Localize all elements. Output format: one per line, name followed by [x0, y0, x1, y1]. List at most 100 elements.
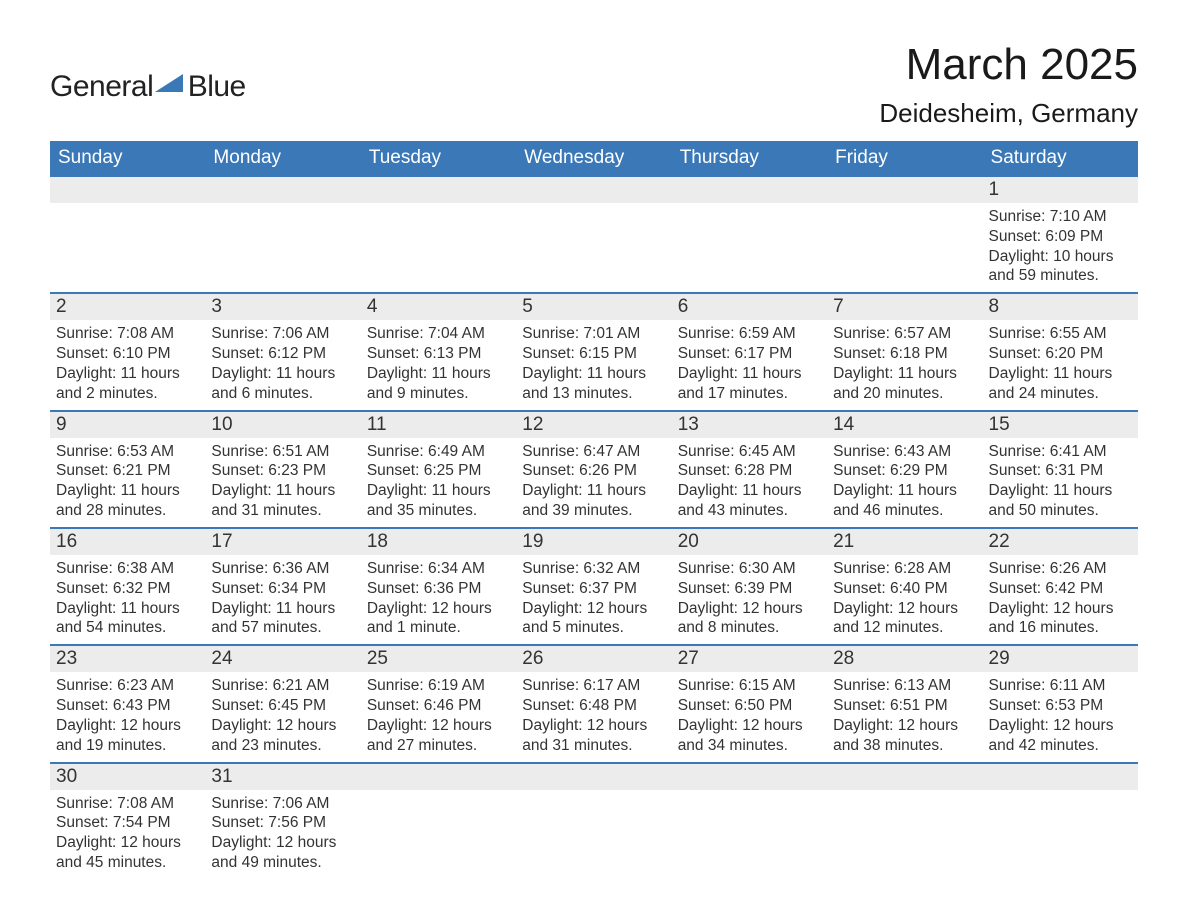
day-number-cell: [50, 176, 205, 203]
sunset-line: Sunset: 6:15 PM: [522, 344, 665, 364]
daylight-line-2: and 2 minutes.: [56, 384, 199, 404]
sunrise-line: Sunrise: 6:30 AM: [678, 559, 821, 579]
day-number-cell: 17: [205, 528, 360, 555]
day-content-cell: Sunrise: 6:30 AMSunset: 6:39 PMDaylight:…: [672, 555, 827, 645]
daylight-line-1: Daylight: 11 hours: [833, 364, 976, 384]
daylight-line-2: and 31 minutes.: [211, 501, 354, 521]
daylight-line-2: and 12 minutes.: [833, 618, 976, 638]
daylight-line-1: Daylight: 11 hours: [833, 481, 976, 501]
day-content-cell: Sunrise: 6:49 AMSunset: 6:25 PMDaylight:…: [361, 438, 516, 528]
sunrise-line: Sunrise: 6:55 AM: [989, 324, 1132, 344]
day-number-cell: [361, 176, 516, 203]
sunrise-line: Sunrise: 6:45 AM: [678, 442, 821, 462]
daylight-line-1: Daylight: 12 hours: [56, 716, 199, 736]
day-content-cell: Sunrise: 6:55 AMSunset: 6:20 PMDaylight:…: [983, 320, 1138, 410]
daylight-line-2: and 16 minutes.: [989, 618, 1132, 638]
daylight-line-2: and 39 minutes.: [522, 501, 665, 521]
sunset-line: Sunset: 6:29 PM: [833, 461, 976, 481]
daylight-line-2: and 13 minutes.: [522, 384, 665, 404]
day-number-cell: 24: [205, 645, 360, 672]
sunrise-line: Sunrise: 6:13 AM: [833, 676, 976, 696]
daylight-line-1: Daylight: 11 hours: [211, 364, 354, 384]
day-content-cell: [361, 203, 516, 293]
brand-line2: Blue: [188, 70, 246, 103]
day-number-cell: 1: [983, 176, 1138, 203]
daylight-line-2: and 5 minutes.: [522, 618, 665, 638]
sunrise-line: Sunrise: 6:47 AM: [522, 442, 665, 462]
daylight-line-1: Daylight: 12 hours: [367, 716, 510, 736]
daylight-line-1: Daylight: 12 hours: [833, 599, 976, 619]
day-content-cell: [205, 203, 360, 293]
day-content-cell: Sunrise: 6:36 AMSunset: 6:34 PMDaylight:…: [205, 555, 360, 645]
daylight-line-1: Daylight: 11 hours: [56, 599, 199, 619]
sunrise-line: Sunrise: 6:28 AM: [833, 559, 976, 579]
sunset-line: Sunset: 6:34 PM: [211, 579, 354, 599]
sunrise-line: Sunrise: 6:21 AM: [211, 676, 354, 696]
day-number-cell: 25: [361, 645, 516, 672]
week-daynum-row: 2345678: [50, 293, 1138, 320]
week-content-row: Sunrise: 6:38 AMSunset: 6:32 PMDaylight:…: [50, 555, 1138, 645]
sunrise-line: Sunrise: 6:57 AM: [833, 324, 976, 344]
brand-triangle-icon: [155, 74, 183, 94]
week-content-row: Sunrise: 7:08 AMSunset: 7:54 PMDaylight:…: [50, 790, 1138, 879]
day-number-cell: [361, 763, 516, 790]
daylight-line-2: and 57 minutes.: [211, 618, 354, 638]
sunrise-line: Sunrise: 6:23 AM: [56, 676, 199, 696]
sunset-line: Sunset: 6:39 PM: [678, 579, 821, 599]
sunset-line: Sunset: 6:40 PM: [833, 579, 976, 599]
daylight-line-2: and 20 minutes.: [833, 384, 976, 404]
day-header: Wednesday: [516, 141, 671, 176]
sunset-line: Sunset: 6:25 PM: [367, 461, 510, 481]
daylight-line-2: and 8 minutes.: [678, 618, 821, 638]
day-number-cell: 30: [50, 763, 205, 790]
day-content-cell: Sunrise: 6:45 AMSunset: 6:28 PMDaylight:…: [672, 438, 827, 528]
day-content-cell: Sunrise: 6:59 AMSunset: 6:17 PMDaylight:…: [672, 320, 827, 410]
daylight-line-1: Daylight: 10 hours: [989, 247, 1132, 267]
sunset-line: Sunset: 6:51 PM: [833, 696, 976, 716]
week-daynum-row: 16171819202122: [50, 528, 1138, 555]
daylight-line-1: Daylight: 12 hours: [833, 716, 976, 736]
day-number-cell: [205, 176, 360, 203]
daylight-line-1: Daylight: 12 hours: [211, 833, 354, 853]
day-number-cell: 28: [827, 645, 982, 672]
sunset-line: Sunset: 6:12 PM: [211, 344, 354, 364]
day-content-cell: Sunrise: 6:15 AMSunset: 6:50 PMDaylight:…: [672, 672, 827, 762]
sunset-line: Sunset: 6:42 PM: [989, 579, 1132, 599]
day-content-cell: Sunrise: 7:08 AMSunset: 7:54 PMDaylight:…: [50, 790, 205, 879]
daylight-line-2: and 42 minutes.: [989, 736, 1132, 756]
day-content-cell: [672, 790, 827, 879]
daylight-line-1: Daylight: 12 hours: [989, 716, 1132, 736]
sunset-line: Sunset: 7:56 PM: [211, 813, 354, 833]
sunset-line: Sunset: 6:17 PM: [678, 344, 821, 364]
day-content-cell: Sunrise: 7:06 AMSunset: 7:56 PMDaylight:…: [205, 790, 360, 879]
day-content-cell: [361, 790, 516, 879]
daylight-line-2: and 9 minutes.: [367, 384, 510, 404]
day-number-cell: 13: [672, 411, 827, 438]
daylight-line-2: and 27 minutes.: [367, 736, 510, 756]
day-number-cell: [827, 176, 982, 203]
daylight-line-1: Daylight: 12 hours: [522, 716, 665, 736]
day-number-cell: 31: [205, 763, 360, 790]
day-content-cell: [983, 790, 1138, 879]
daylight-line-1: Daylight: 12 hours: [56, 833, 199, 853]
sunrise-line: Sunrise: 6:15 AM: [678, 676, 821, 696]
page-header: General Blue March 2025 Deidesheim, Germ…: [50, 40, 1138, 129]
sunset-line: Sunset: 6:10 PM: [56, 344, 199, 364]
daylight-line-2: and 31 minutes.: [522, 736, 665, 756]
location-subtitle: Deidesheim, Germany: [879, 98, 1138, 129]
sunset-line: Sunset: 6:13 PM: [367, 344, 510, 364]
daylight-line-1: Daylight: 11 hours: [211, 599, 354, 619]
day-content-cell: Sunrise: 7:08 AMSunset: 6:10 PMDaylight:…: [50, 320, 205, 410]
calendar-table: SundayMondayTuesdayWednesdayThursdayFrid…: [50, 141, 1138, 879]
daylight-line-1: Daylight: 12 hours: [367, 599, 510, 619]
daylight-line-1: Daylight: 11 hours: [522, 364, 665, 384]
sunrise-line: Sunrise: 7:06 AM: [211, 794, 354, 814]
day-number-cell: [516, 763, 671, 790]
day-header: Tuesday: [361, 141, 516, 176]
day-header: Thursday: [672, 141, 827, 176]
day-content-cell: Sunrise: 7:04 AMSunset: 6:13 PMDaylight:…: [361, 320, 516, 410]
day-content-cell: Sunrise: 6:53 AMSunset: 6:21 PMDaylight:…: [50, 438, 205, 528]
day-number-cell: 9: [50, 411, 205, 438]
day-content-cell: Sunrise: 6:26 AMSunset: 6:42 PMDaylight:…: [983, 555, 1138, 645]
day-number-cell: 11: [361, 411, 516, 438]
